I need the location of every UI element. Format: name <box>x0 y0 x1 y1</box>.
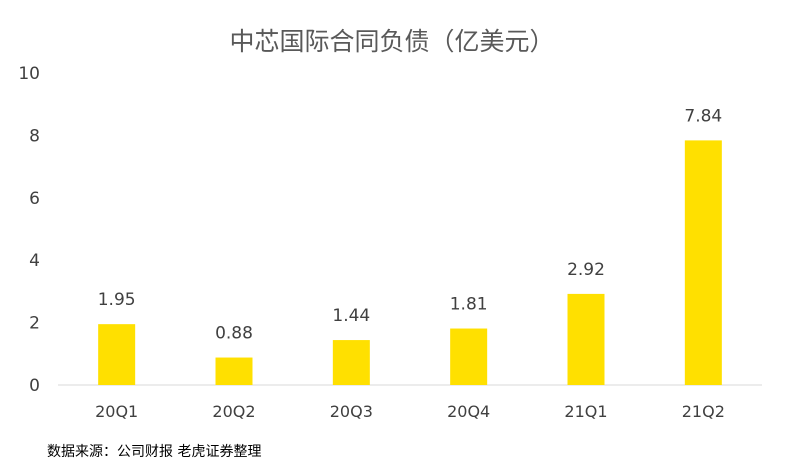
y-tick-label: 10 <box>18 64 40 84</box>
y-tick-label: 8 <box>29 126 40 146</box>
x-tick-label: 20Q2 <box>212 402 255 421</box>
bar-20q1 <box>98 324 136 385</box>
data-label-20q1: 1.95 <box>98 290 136 310</box>
bar-21q2 <box>684 140 722 385</box>
x-tick-label: 20Q3 <box>330 402 373 421</box>
x-axis-ticks: 20Q1 20Q2 20Q3 20Q4 21Q1 21Q2 <box>95 402 725 421</box>
source-note: 数据来源：公司财报 老虎证券整理 <box>47 444 262 460</box>
data-label-20q4: 1.81 <box>450 295 488 315</box>
x-tick-label: 20Q1 <box>95 402 138 421</box>
bar-20q4 <box>450 328 488 385</box>
bar-20q2 <box>215 357 253 385</box>
x-tick-label: 21Q1 <box>564 402 607 421</box>
y-tick-label: 6 <box>29 189 40 209</box>
data-label-20q2: 0.88 <box>215 324 253 344</box>
y-tick-label: 4 <box>29 251 40 271</box>
y-tick-label: 0 <box>29 376 40 396</box>
y-tick-label: 2 <box>29 314 40 334</box>
x-tick-label: 21Q2 <box>682 402 725 421</box>
chart-title: 中芯国际合同负债（亿美元） <box>229 27 554 56</box>
bars <box>98 140 722 385</box>
bar-20q3 <box>332 340 370 385</box>
y-axis-ticks: 0 2 4 6 8 10 <box>18 64 40 396</box>
data-label-20q3: 1.44 <box>332 306 370 326</box>
x-tick-label: 20Q4 <box>447 402 490 421</box>
data-label-21q2: 7.84 <box>684 106 722 126</box>
data-label-21q1: 2.92 <box>567 260 605 280</box>
bar-21q1 <box>567 293 605 385</box>
data-labels: 1.95 0.88 1.44 1.81 2.92 7.84 <box>98 106 723 343</box>
